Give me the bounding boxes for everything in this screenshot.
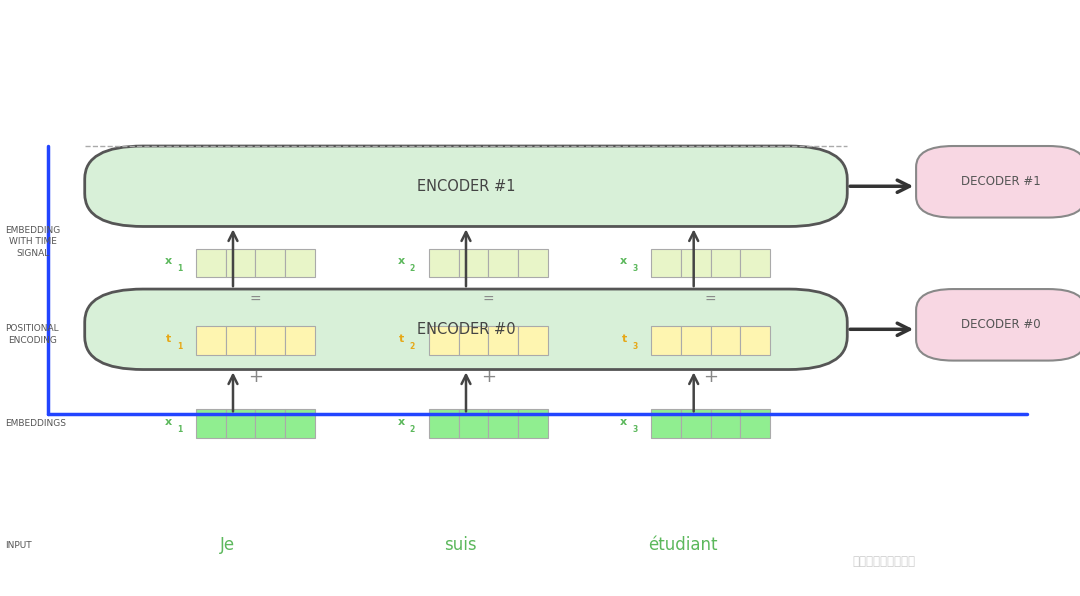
FancyBboxPatch shape (916, 146, 1080, 218)
Text: 1: 1 (177, 342, 183, 350)
FancyBboxPatch shape (711, 249, 740, 277)
FancyBboxPatch shape (916, 289, 1080, 361)
FancyBboxPatch shape (651, 409, 681, 438)
FancyBboxPatch shape (488, 409, 518, 438)
FancyBboxPatch shape (740, 409, 770, 438)
Text: ENCODER #0: ENCODER #0 (417, 322, 515, 337)
Text: x: x (397, 417, 405, 427)
FancyBboxPatch shape (488, 249, 518, 277)
FancyBboxPatch shape (429, 326, 459, 355)
Text: 1: 1 (177, 264, 183, 273)
FancyBboxPatch shape (518, 249, 548, 277)
Text: x: x (164, 256, 172, 266)
FancyBboxPatch shape (488, 326, 518, 355)
Text: t: t (166, 334, 172, 344)
Text: 2: 2 (410, 425, 415, 434)
Text: DECODER #1: DECODER #1 (961, 175, 1041, 188)
Text: t: t (622, 334, 627, 344)
FancyBboxPatch shape (195, 409, 226, 438)
FancyBboxPatch shape (195, 249, 226, 277)
FancyBboxPatch shape (681, 409, 711, 438)
Text: t: t (400, 334, 405, 344)
FancyBboxPatch shape (226, 326, 255, 355)
FancyBboxPatch shape (429, 249, 459, 277)
Text: EMBEDDING
WITH TIME
SIGNAL: EMBEDDING WITH TIME SIGNAL (5, 226, 60, 258)
Text: DECODER #0: DECODER #0 (961, 318, 1041, 331)
Text: Je: Je (220, 536, 235, 554)
FancyBboxPatch shape (84, 146, 847, 226)
FancyBboxPatch shape (651, 249, 681, 277)
Text: x: x (164, 417, 172, 427)
FancyBboxPatch shape (255, 249, 285, 277)
Text: EMBEDDINGS: EMBEDDINGS (5, 419, 66, 429)
Text: 2: 2 (410, 342, 415, 350)
Text: =: = (483, 293, 494, 307)
FancyBboxPatch shape (429, 409, 459, 438)
FancyBboxPatch shape (285, 249, 314, 277)
Text: x: x (620, 256, 627, 266)
Text: étudiant: étudiant (648, 536, 718, 554)
FancyBboxPatch shape (285, 326, 314, 355)
Text: +: + (703, 368, 718, 386)
FancyBboxPatch shape (518, 326, 548, 355)
FancyBboxPatch shape (740, 326, 770, 355)
Text: 公众号・老肖说两句: 公众号・老肖说两句 (853, 555, 916, 568)
Text: x: x (397, 256, 405, 266)
Text: 1: 1 (177, 425, 183, 434)
FancyBboxPatch shape (226, 249, 255, 277)
FancyBboxPatch shape (226, 409, 255, 438)
FancyBboxPatch shape (285, 409, 314, 438)
FancyBboxPatch shape (518, 409, 548, 438)
FancyBboxPatch shape (255, 326, 285, 355)
FancyBboxPatch shape (651, 326, 681, 355)
Text: INPUT: INPUT (5, 541, 32, 550)
FancyBboxPatch shape (459, 326, 488, 355)
Text: 3: 3 (632, 342, 637, 350)
FancyBboxPatch shape (195, 326, 226, 355)
FancyBboxPatch shape (84, 289, 847, 370)
FancyBboxPatch shape (681, 249, 711, 277)
Text: suis: suis (444, 536, 477, 554)
Text: +: + (481, 368, 496, 386)
Text: =: = (705, 293, 716, 307)
Text: +: + (247, 368, 262, 386)
FancyBboxPatch shape (459, 409, 488, 438)
Text: 2: 2 (410, 264, 415, 273)
Text: =: = (249, 293, 261, 307)
Text: x: x (620, 417, 627, 427)
FancyBboxPatch shape (711, 409, 740, 438)
FancyBboxPatch shape (681, 326, 711, 355)
FancyBboxPatch shape (255, 409, 285, 438)
Text: ENCODER #1: ENCODER #1 (417, 179, 515, 194)
Text: 3: 3 (632, 425, 637, 434)
FancyBboxPatch shape (740, 249, 770, 277)
Text: POSITIONAL
ENCODING: POSITIONAL ENCODING (5, 324, 59, 344)
Text: 3: 3 (632, 264, 637, 273)
FancyBboxPatch shape (711, 326, 740, 355)
FancyBboxPatch shape (459, 249, 488, 277)
